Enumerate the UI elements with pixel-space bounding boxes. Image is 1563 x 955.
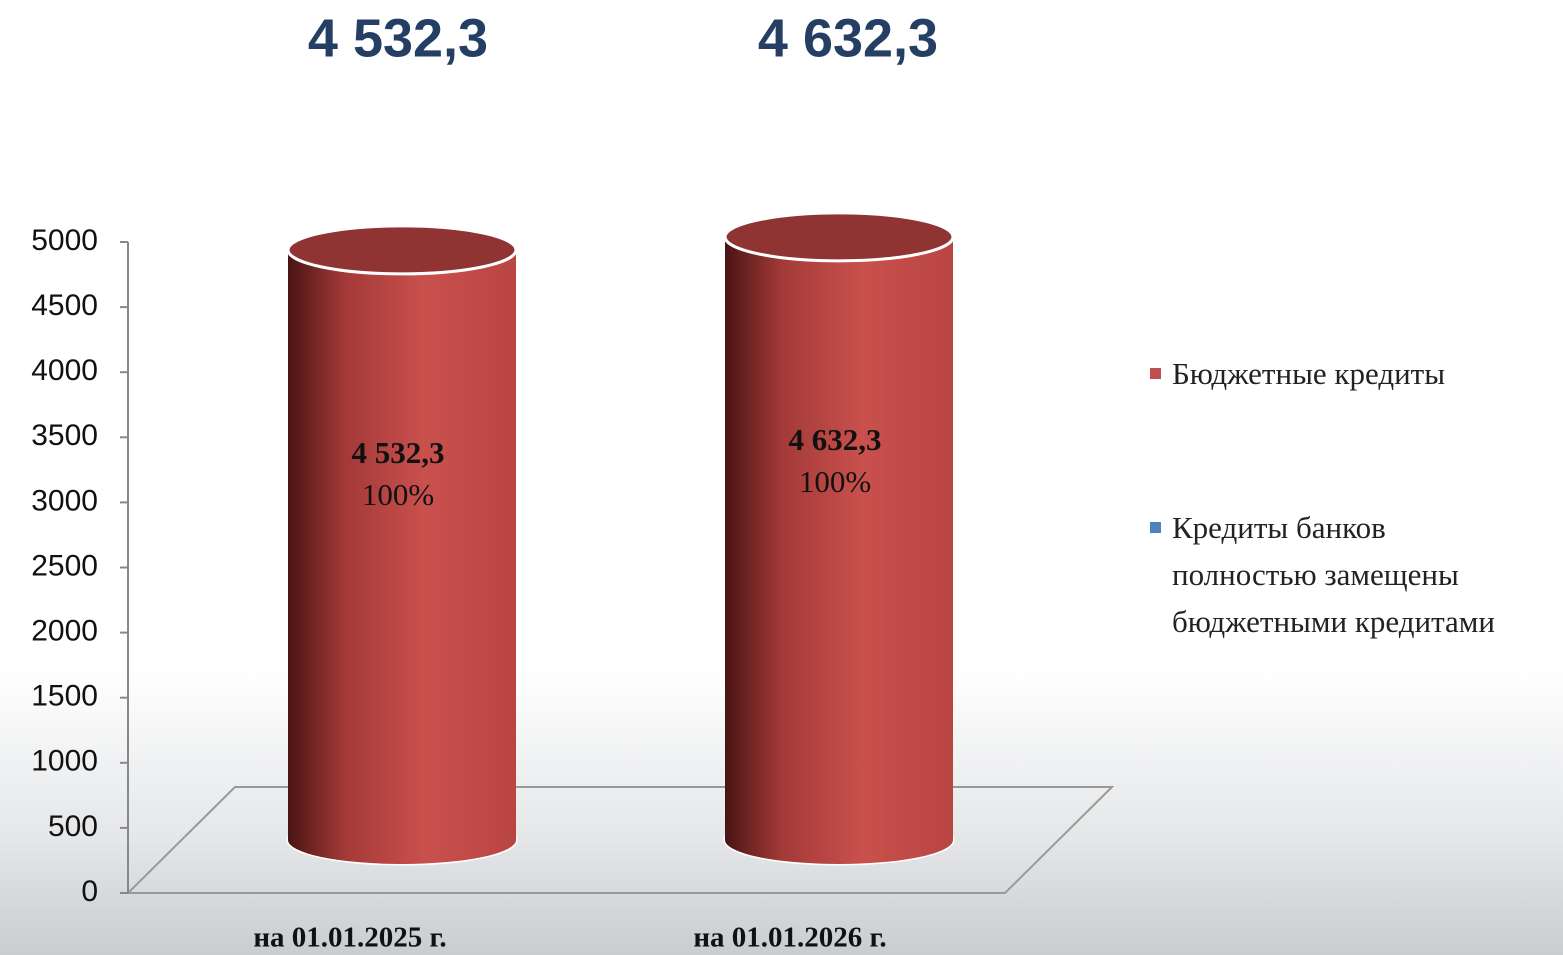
legend-label: Бюджетные кредиты bbox=[1172, 356, 1446, 391]
bar bbox=[288, 249, 516, 865]
legend-item: Кредиты банков полностью замещены бюджет… bbox=[1150, 504, 1560, 645]
data-label: 4 632,3 bbox=[789, 422, 882, 457]
y-tick-label: 2000 bbox=[31, 615, 98, 648]
percent-label: 100% bbox=[799, 464, 871, 499]
y-tick-label: 1000 bbox=[31, 745, 98, 778]
y-tick-label: 2500 bbox=[31, 549, 98, 582]
legend-swatch bbox=[1150, 368, 1161, 379]
percent-label: 100% bbox=[362, 477, 434, 512]
x-tick-label: на 01.01.2025 г. bbox=[253, 922, 446, 954]
cylinder-top bbox=[286, 224, 518, 276]
legend-item: Бюджетные кредиты bbox=[1150, 350, 1560, 397]
y-tick-label: 3500 bbox=[31, 419, 98, 452]
floor bbox=[125, 786, 1115, 894]
y-tick-label: 1500 bbox=[31, 680, 98, 713]
y-tick-label: 0 bbox=[81, 875, 98, 908]
data-label: 4 532,3 bbox=[352, 435, 445, 470]
cylinder-top bbox=[723, 211, 955, 263]
legend-swatch bbox=[1150, 522, 1161, 533]
y-tick-label: 3000 bbox=[31, 484, 98, 517]
y-tick-label: 4500 bbox=[31, 289, 98, 322]
annotation: 4 632,3 bbox=[758, 8, 938, 68]
y-tick-label: 500 bbox=[48, 810, 98, 843]
bar bbox=[725, 236, 953, 865]
y-tick-label: 5000 bbox=[31, 224, 98, 257]
y-tick-label: 4000 bbox=[31, 354, 98, 387]
cylinder bbox=[286, 224, 518, 866]
legend-label: Кредиты банков полностью замещены бюджет… bbox=[1172, 510, 1495, 639]
cylinder bbox=[723, 211, 955, 866]
annotation: 4 532,3 bbox=[308, 8, 488, 68]
x-tick-label: на 01.01.2026 г. bbox=[693, 922, 886, 954]
